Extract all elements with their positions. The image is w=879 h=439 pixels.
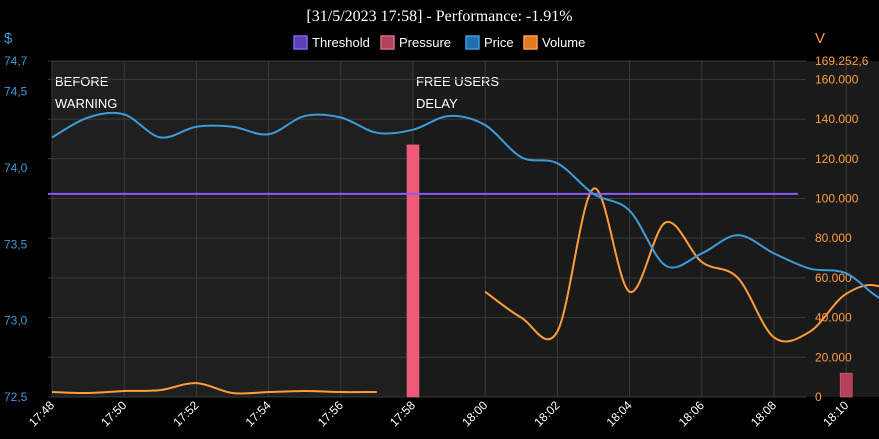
region-background bbox=[413, 61, 879, 397]
legend-label: Pressure bbox=[399, 35, 451, 50]
left-axis-tick: 72,5 bbox=[4, 390, 28, 404]
right-axis-tick: 40.000 bbox=[815, 311, 852, 325]
right-axis-tick: 100.000 bbox=[815, 191, 859, 205]
x-axis-tick: 17:54 bbox=[243, 398, 274, 429]
x-axis-tick: 18:06 bbox=[676, 398, 707, 429]
left-axis-tick: 73,0 bbox=[4, 314, 28, 328]
x-axis-tick: 18:02 bbox=[531, 398, 562, 429]
left-axis-unit: $ bbox=[4, 30, 13, 47]
left-axis-tick: 73,5 bbox=[4, 237, 28, 251]
right-axis-tick: 60.000 bbox=[815, 271, 852, 285]
x-axis-tick: 18:00 bbox=[459, 398, 490, 429]
x-axis-tick: 17:52 bbox=[170, 398, 201, 429]
grid bbox=[48, 60, 847, 398]
left-axis-tick: 74,7 bbox=[4, 54, 28, 68]
pressure-bar bbox=[406, 144, 420, 398]
x-axis-tick: 17:48 bbox=[26, 398, 57, 429]
right-axis-tick: 80.000 bbox=[815, 231, 852, 245]
legend-label: Price bbox=[484, 35, 514, 50]
right-axis-unit: V bbox=[815, 30, 825, 47]
region-label: FREE USERS bbox=[416, 74, 499, 89]
right-axis-tick: 20.000 bbox=[815, 350, 852, 364]
legend-label: Volume bbox=[542, 35, 585, 50]
right-axis-tick: 120.000 bbox=[815, 152, 859, 166]
legend-swatch bbox=[380, 35, 395, 50]
x-axis-tick: 18:08 bbox=[748, 398, 779, 429]
left-axis-tick: 74,0 bbox=[4, 161, 28, 175]
x-axis-tick: 17:58 bbox=[387, 398, 418, 429]
x-axis-tick: 18:04 bbox=[604, 398, 635, 429]
legend-swatch bbox=[293, 35, 308, 50]
volume-series-line bbox=[51, 382, 377, 395]
legend-swatch bbox=[523, 35, 538, 50]
region-label: WARNING bbox=[55, 96, 117, 111]
chart-title: [31/5/2023 17:58] - Performance: -1.91% bbox=[306, 8, 572, 25]
x-axis-tick: 18:10 bbox=[820, 398, 851, 429]
volume-series-line bbox=[484, 187, 879, 343]
right-axis-tick: 169.252,6 bbox=[815, 54, 869, 68]
x-axis-tick: 17:56 bbox=[315, 398, 346, 429]
price-series-line bbox=[51, 111, 879, 299]
region-label: BEFORE bbox=[55, 74, 109, 89]
right-axis-tick: 140.000 bbox=[815, 112, 859, 126]
right-axis-tick: 160.000 bbox=[815, 72, 859, 86]
left-axis-tick: 74,5 bbox=[4, 85, 28, 99]
right-axis-tick: 0 bbox=[815, 390, 822, 404]
region-background bbox=[52, 61, 413, 397]
legend-label: Threshold bbox=[312, 35, 370, 50]
legend-swatch bbox=[465, 35, 480, 50]
x-axis-tick: 17:50 bbox=[98, 398, 129, 429]
region-label: DELAY bbox=[416, 96, 458, 111]
pressure-bar bbox=[839, 372, 853, 398]
